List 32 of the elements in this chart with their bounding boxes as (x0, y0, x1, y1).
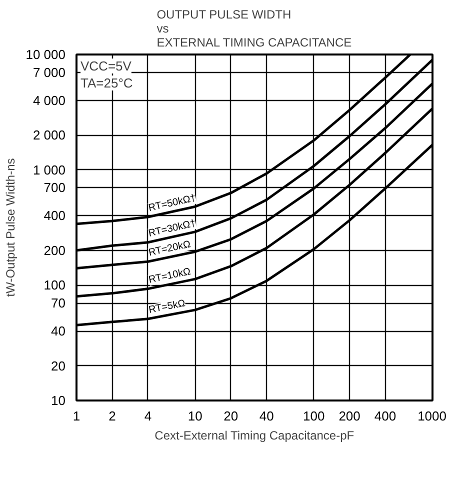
y-tick-label: 2 000 (32, 128, 66, 143)
y-tick-label: 700 (44, 180, 66, 196)
y-tick-label: 10 000 (26, 47, 66, 62)
x-tick-label: 40 (259, 408, 274, 424)
y-tick-label: 1 000 (32, 162, 66, 178)
x-tick-label: 400 (374, 408, 396, 424)
x-tick-label: 1000 (418, 408, 446, 424)
text: RT=5kΩ (148, 298, 187, 316)
x-tick-label: 1 (72, 408, 80, 424)
x-tick-label: 20 (224, 408, 238, 424)
y-tick-label: 200 (44, 242, 66, 258)
x-tick-label: 200 (338, 408, 360, 424)
y-tick-label: 10 (51, 393, 66, 408)
x-tick-label: 100 (302, 408, 325, 424)
y-tick-label: 40 (51, 324, 66, 339)
y-tick-label: 100 (44, 278, 66, 293)
y-tick-label: 4 000 (32, 92, 66, 108)
x-tick-label: 2 (108, 408, 116, 424)
text: RT=50kΩ† (148, 192, 197, 214)
y-tick-label: 20 (51, 358, 66, 374)
x-axis-title: Cext-External Timing Capacitance-pF (154, 428, 354, 442)
y-tick-label: 400 (44, 208, 66, 224)
chart-title: OUTPUT PULSE WIDTH vs EXTERNAL TIMING CAPACITANCE (156, 8, 352, 50)
x-tick-label: 4 (144, 408, 152, 424)
annotation: TA=25°C (80, 76, 133, 90)
x-tick-label: 10 (188, 408, 202, 424)
y-axis-title: tW-Output Pulse Width-ns (4, 158, 18, 297)
text: RT=20kΩ (148, 239, 192, 259)
annotation: VCC=5V (80, 58, 132, 74)
y-tick-label: 70 (51, 296, 66, 311)
text: RT=10kΩ (148, 266, 192, 286)
y-tick-label: 7 000 (32, 64, 66, 80)
